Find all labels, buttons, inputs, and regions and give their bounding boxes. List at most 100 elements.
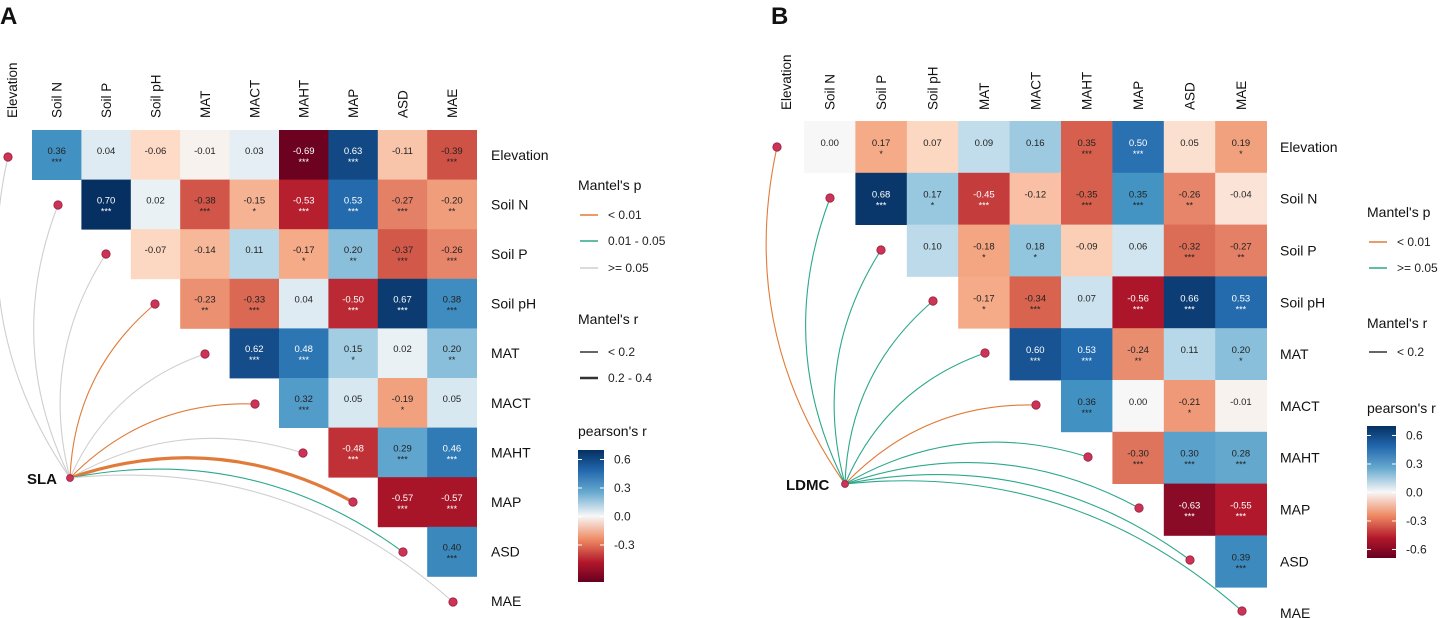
cell-significance-label: * [879,149,883,159]
colorbar-tick-label: 0.3 [614,481,631,495]
cell-value-label: 0.20 [344,245,363,256]
heatmap-cell [279,130,329,180]
cell-significance-label: *** [1030,304,1041,314]
mantel-link [69,353,206,479]
cell-value-label: -0.26 [441,245,463,256]
cell-significance-label: *** [876,201,887,211]
heatmap-cell [1009,121,1062,174]
column-label: Soil P [99,83,114,118]
legend-mantel-r-title: Mantel's r [578,311,639,327]
mantel-target-node [348,497,358,507]
cell-value-label: 0.00 [1129,397,1148,408]
cell-significance-label: *** [1133,201,1144,211]
heatmap-cell [1163,431,1216,484]
cell-significance-label: ** [201,306,209,316]
heatmap-cell [1009,328,1062,381]
heatmap-cell [377,229,428,280]
cell-value-label: 0.66 [1180,293,1199,304]
column-label: Elevation [5,62,20,118]
mantel-link [844,404,1037,485]
mantel-link [833,249,882,485]
heatmap-cell [1215,224,1267,277]
heatmap-cell [1112,172,1165,225]
cell-value-label: -0.11 [392,146,413,157]
cell-value-label: 0.07 [1077,293,1096,304]
cell-value-label: 0.04 [97,146,116,157]
cell-significance-label: * [931,201,935,211]
cell-value-label: -0.63 [1179,501,1201,512]
cell-significance-label: *** [1133,149,1144,159]
heatmap-cell [1009,172,1062,225]
row-label: MAHT [491,444,531,460]
cell-significance-label: ** [448,206,456,216]
cell-significance-label: *** [447,256,458,266]
mantel-link [844,473,1191,561]
cell-significance-label: *** [1133,304,1144,314]
cell-value-label: -0.45 [973,190,995,201]
row-label: ASD [1280,553,1309,569]
cell-value-label: 0.05 [344,394,363,405]
mantel-target-node [250,399,260,409]
cell-value-label: 0.48 [294,344,313,355]
row-label: Soil P [491,246,528,262]
cell-value-label: 0.18 [1026,242,1045,253]
heatmap-cell [1112,121,1165,174]
heatmap-cell [1112,431,1165,484]
heatmap-cell [180,130,230,180]
mantel-target-node [980,348,990,358]
mantel-target-node [298,448,308,458]
heatmap-cell [1061,172,1113,225]
cell-significance-label: *** [1236,304,1247,314]
cell-significance-label: *** [1184,304,1195,314]
cell-value-label: -0.38 [194,195,216,206]
cell-significance-label: * [982,304,986,314]
cell-value-label: -0.50 [342,295,364,306]
cell-significance-label: *** [1133,460,1144,470]
cell-value-label: -0.37 [392,245,414,256]
heatmap-cell [81,179,132,230]
column-label: Soil N [50,82,65,118]
heatmap-cell [958,224,1010,277]
cell-value-label: 0.15 [344,344,363,355]
heatmap-cell [1215,276,1267,329]
mantel-link [844,441,1089,485]
cell-value-label: -0.23 [194,295,216,306]
heatmap-cell [328,229,379,280]
mantel-link [69,456,354,504]
heatmap-cell [855,172,908,225]
heatmap-cell [377,179,428,230]
mantel-link [805,197,846,485]
mantel-link [765,146,846,485]
cell-value-label: 0.63 [344,146,363,157]
cell-value-label: 0.53 [1077,345,1096,356]
heatmap-cell [1112,328,1165,381]
pearson-colorbar [578,450,604,582]
cell-value-label: 0.28 [1232,449,1251,460]
colorbar-tick-label: -0.3 [614,538,635,552]
heatmap-cell [1215,535,1267,588]
cell-significance-label: *** [348,454,359,464]
row-label: Soil pH [491,296,536,312]
heatmap-cell [1163,328,1216,381]
column-label: ASD [396,90,411,118]
heatmap-cell [229,229,280,280]
heatmap-cell [1061,328,1113,381]
cell-value-label: 0.36 [47,146,66,157]
cell-significance-label: ** [350,256,358,266]
legend-mantel-p-title: Mantel's p [1367,204,1431,220]
cell-significance-label: * [351,355,355,365]
colorbar-tick-label: 0.6 [614,452,631,466]
heatmap-cell [427,328,477,379]
cell-value-label: -0.56 [1127,293,1149,304]
row-label: MAE [491,593,521,609]
cell-significance-label: *** [1081,356,1092,366]
cell-significance-label: *** [249,306,260,316]
heatmap-cell [958,121,1010,174]
cell-value-label: -0.14 [194,245,216,256]
heatmap-cell [328,328,379,379]
mantel-source-node [841,480,849,488]
cell-significance-label: *** [447,504,458,514]
heatmap-cell [1009,276,1062,329]
cell-value-label: 0.05 [443,394,462,405]
heatmap-cell [427,477,477,528]
